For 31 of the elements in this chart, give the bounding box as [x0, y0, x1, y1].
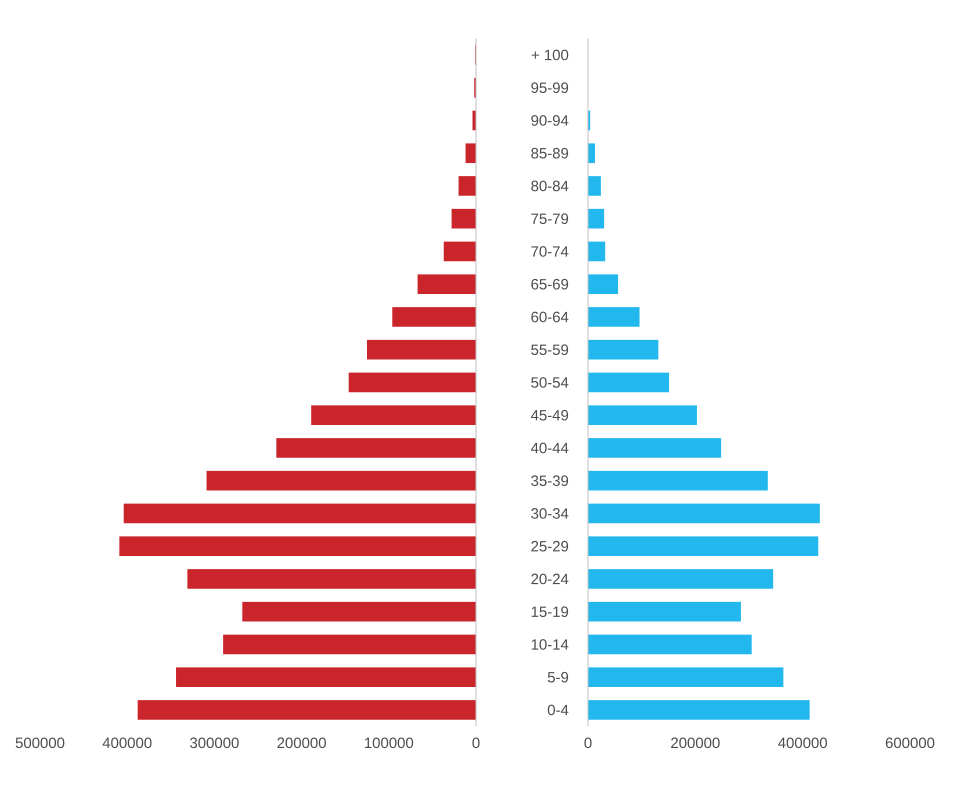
x-tick-label: 500000 — [16, 738, 64, 748]
y-tick-label: 5-9 — [548, 672, 568, 683]
y-tick-label: 90-94 — [531, 115, 568, 126]
y-tick-label: 40-44 — [530, 442, 568, 454]
y-tick-label: 0-4 — [548, 704, 568, 716]
y-tick-label: 80-84 — [531, 180, 568, 192]
x-tick-label: 600000 — [886, 738, 934, 748]
y-tick-label: 45-49 — [530, 410, 568, 421]
x-tick-label: 400000 — [102, 738, 152, 748]
y-tick-label: 50-54 — [531, 377, 568, 388]
x-tick-label: 0 — [472, 738, 480, 748]
x-tick-label: 300000 — [190, 738, 239, 748]
y-tick-label: 60-64 — [531, 312, 568, 322]
x-tick-label: 200000 — [277, 738, 326, 748]
y-tick-label: 95-99 — [531, 82, 568, 93]
y-tick-label: 15-19 — [532, 606, 568, 618]
y-tick-label: 20-24 — [531, 574, 568, 584]
y-tick-label: 30-34 — [531, 508, 568, 519]
y-tick-label: 25-29 — [531, 540, 568, 552]
y-tick-label: 70-74 — [531, 246, 568, 257]
x-tick-label: 100000 — [365, 738, 414, 748]
y-tick-label: + 100 — [532, 50, 568, 60]
y-tick-label: 65-69 — [531, 278, 568, 290]
y-tick-label: 35-39 — [531, 475, 568, 486]
y-tick-label: 10-14 — [532, 639, 568, 650]
y-tick-label: 85-89 — [531, 148, 568, 158]
x-tick-label: 400000 — [778, 738, 828, 748]
y-tick-label: 55-59 — [531, 344, 568, 355]
y-tick-label: 75-79 — [531, 213, 568, 224]
x-tick-label: 200000 — [671, 738, 720, 748]
x-tick-label: 0 — [584, 738, 592, 748]
